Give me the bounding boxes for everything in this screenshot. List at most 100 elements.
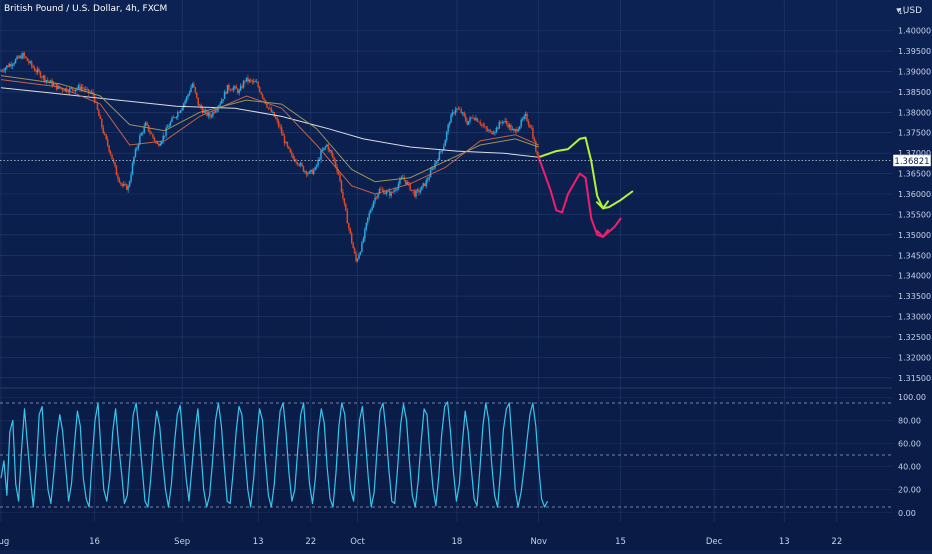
candle-body (68, 88, 71, 93)
candle-body (396, 188, 398, 190)
candle-body (518, 126, 521, 130)
candle-body (196, 92, 198, 98)
candle-body (314, 167, 316, 171)
currency-selector[interactable]: ▾ USD (896, 6, 922, 16)
candle-body (397, 183, 400, 189)
candle-body (413, 190, 416, 197)
price-tick-label: 1.39000 (898, 67, 931, 76)
candle-body (492, 133, 495, 135)
candle-body (450, 114, 452, 123)
candle-body (98, 109, 100, 117)
candle-body (93, 94, 96, 103)
price-tick-label: 1.33000 (898, 313, 931, 322)
forecast-drawing-line (537, 136, 634, 210)
candle-body (337, 171, 340, 175)
candle-body (435, 161, 438, 164)
candle-body (521, 119, 524, 120)
time-tick-label: 13 (253, 537, 264, 547)
candle-body (101, 118, 103, 128)
forecast-arrowhead (596, 200, 610, 210)
candle-body (343, 198, 346, 204)
candle-body (172, 117, 175, 119)
candle-body (85, 89, 87, 90)
price-tick-label: 1.38000 (898, 108, 931, 117)
candle-body (52, 83, 55, 86)
candle-body (210, 116, 213, 117)
candle-body (158, 144, 160, 146)
candle-body (285, 142, 287, 144)
candle-body (464, 115, 467, 121)
price-tick-label: 1.37000 (898, 149, 931, 158)
candle-body (47, 79, 49, 81)
candle-body (454, 109, 457, 114)
candle-body (269, 108, 271, 109)
candle-body (141, 132, 144, 134)
candle-body (502, 121, 505, 123)
candle-body (499, 122, 502, 123)
candle-body (201, 108, 204, 114)
candle-body (178, 112, 181, 113)
candle-body (445, 131, 448, 141)
time-tick-label: Aug (0, 537, 9, 547)
candle-body (323, 147, 325, 151)
candle-body (207, 113, 210, 116)
candle-body (179, 110, 182, 113)
candle-body (236, 88, 239, 93)
candle-body (44, 75, 46, 82)
candle-body (32, 65, 34, 68)
candle-body (121, 183, 124, 186)
candle-body (133, 156, 135, 164)
candle-body (11, 64, 14, 66)
candle-body (112, 159, 115, 162)
candle-body (315, 165, 318, 168)
candle-body (348, 223, 350, 228)
candle-body (168, 125, 170, 128)
candle-body (270, 108, 273, 113)
price-tick-label: 1.37500 (898, 129, 931, 138)
candle-body (128, 181, 131, 187)
candle-body (497, 127, 499, 129)
time-tick-label: Sep (174, 537, 190, 547)
candle-body (14, 59, 17, 64)
candle-body (115, 166, 118, 176)
candle-body (280, 127, 283, 134)
candle-body (235, 86, 238, 89)
candle-body (130, 174, 132, 182)
candle-body (494, 131, 496, 134)
candle-body (7, 65, 10, 67)
price-tick-partial: 1. (898, 7, 906, 16)
candle-body (426, 179, 429, 181)
candle-body (16, 56, 18, 60)
candle-body (407, 182, 410, 184)
candle-body (149, 131, 151, 134)
candle-body (485, 126, 487, 129)
candle-body (286, 142, 289, 147)
candle-body (212, 111, 214, 117)
candle-body (356, 258, 359, 262)
candle-body (35, 70, 37, 73)
candle-body (19, 55, 21, 58)
time-tick-label: 16 (89, 537, 100, 547)
candle-body (432, 168, 435, 169)
candle-body (80, 87, 83, 90)
price-tick-label: 1.31500 (898, 374, 931, 383)
candle-body (239, 86, 242, 91)
candle-body (431, 168, 433, 171)
candle-body (473, 118, 476, 121)
candle-body (267, 107, 270, 109)
candle-body (339, 174, 341, 182)
candle-body (225, 91, 227, 94)
candle-body (513, 129, 515, 132)
candle-body (102, 127, 105, 134)
candle-body (108, 145, 110, 152)
candle-body (277, 120, 280, 127)
oscillator-tick-label: 80.00 (898, 416, 921, 425)
candle-body (457, 108, 460, 110)
candle-body (491, 131, 493, 135)
candle-body (216, 109, 219, 111)
candle-body (228, 84, 230, 90)
candle-body (222, 99, 224, 101)
